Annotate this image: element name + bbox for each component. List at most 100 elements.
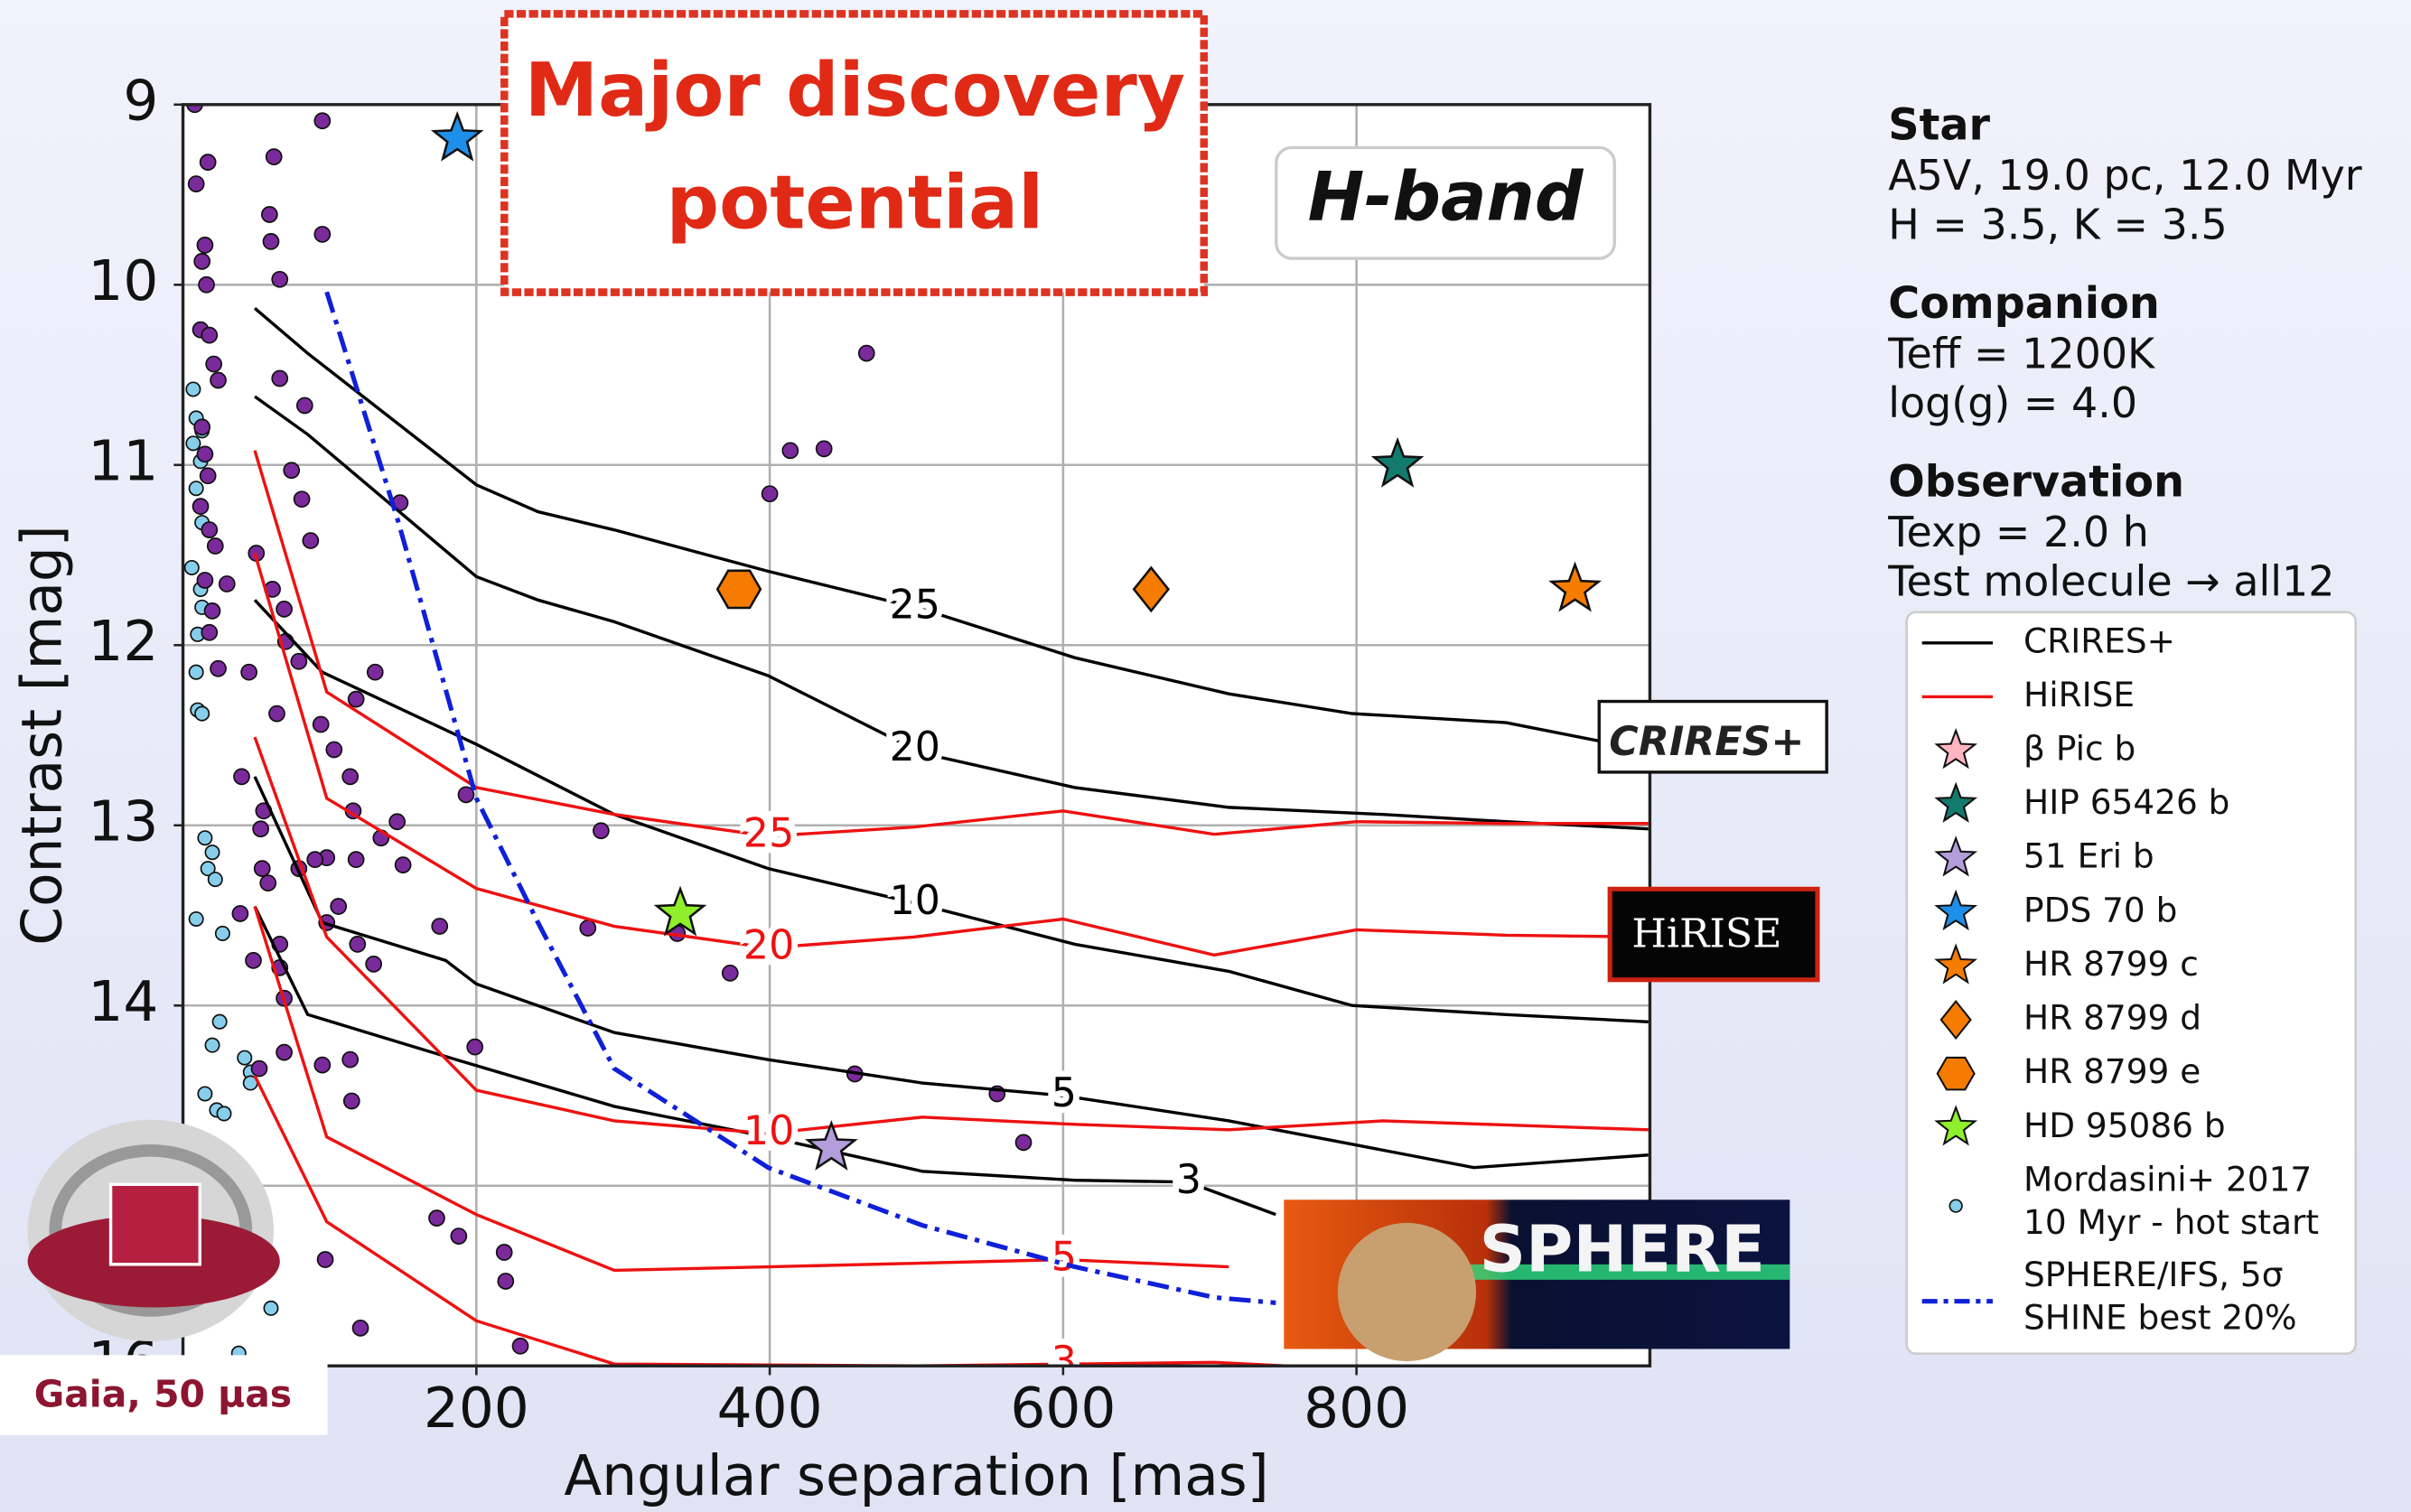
planet-marker <box>653 885 707 937</box>
x-tick-label: 800 <box>1304 1377 1409 1441</box>
population-point <box>815 440 833 458</box>
population-point <box>193 418 211 436</box>
population-point <box>205 355 223 373</box>
population-point <box>245 952 262 969</box>
population-point <box>579 919 597 937</box>
contour-line <box>253 553 1649 957</box>
headline: potential <box>667 160 1043 246</box>
population-point <box>210 371 227 389</box>
population-point <box>188 664 204 680</box>
population-point <box>203 602 221 620</box>
population-point <box>231 905 249 922</box>
contour-line <box>254 395 1649 831</box>
legend-marker <box>1936 1056 1976 1091</box>
population-point <box>197 1086 213 1102</box>
y-tick-label: 14 <box>88 970 158 1034</box>
population-point <box>347 851 365 869</box>
legend-label: SHINE best 20% <box>2023 1298 2297 1338</box>
population-point <box>313 112 332 130</box>
planet-marker <box>1548 561 1603 612</box>
legend-label: CRIRES+ <box>2023 621 2175 660</box>
population-point <box>283 462 301 480</box>
info-line: Teff = 1200K <box>1887 330 2156 378</box>
population-point <box>721 964 739 982</box>
contour-line <box>253 599 1649 1023</box>
legend-label: 51 Eri b <box>2023 836 2154 876</box>
population-point <box>199 154 217 172</box>
population-point <box>198 275 215 294</box>
population-point <box>259 874 277 891</box>
contour-line <box>253 306 1649 746</box>
population-point <box>761 485 779 503</box>
population-point <box>347 690 365 708</box>
contour-label: 10 <box>743 1108 794 1154</box>
legend-label: PDS 70 b <box>2023 890 2177 929</box>
legend-label: HR 8799 c <box>2023 944 2199 984</box>
population-point <box>511 1337 529 1355</box>
population-point <box>204 1037 220 1053</box>
legend-label: HR 8799 e <box>2023 1051 2201 1091</box>
info-heading: Observation <box>1888 457 2184 507</box>
population-point <box>295 397 313 415</box>
legend-marker <box>1934 727 1978 770</box>
contour-line <box>253 905 1276 1217</box>
plot-content: 25 20 10 5 3 25 20 10 5 3 <box>183 104 1649 1367</box>
band-box <box>1275 145 1616 260</box>
logo-text: CRIRES+ <box>1609 719 1804 765</box>
legend-marker <box>1934 835 1978 877</box>
legend: CRIRES+ HiRISE β Pic b HIP 65426 b 51 Eri b P… <box>1921 621 2319 1338</box>
population-point <box>188 481 204 497</box>
planets <box>430 110 1603 1171</box>
population-point <box>185 435 201 452</box>
y-tick-label: 13 <box>88 789 158 854</box>
info-line: Test molecule → all12 <box>1887 557 2334 606</box>
logo-text: SPHERE <box>1480 1211 1765 1286</box>
population-point <box>1014 1134 1033 1152</box>
legend-marker <box>1934 1105 1978 1146</box>
x-tick-label: 400 <box>717 1377 823 1441</box>
planet-marker <box>1370 436 1425 488</box>
population-point <box>201 521 219 538</box>
population-point <box>252 820 269 838</box>
population-point <box>185 381 201 397</box>
population-point <box>201 623 219 641</box>
headline-box <box>500 10 1209 296</box>
legend-label: HD 95086 b <box>2023 1106 2226 1145</box>
population-point <box>192 498 210 516</box>
population-point <box>290 652 308 670</box>
legend-label: HiRISE <box>2023 675 2135 714</box>
info-heading: Companion <box>1888 279 2160 329</box>
planet-marker <box>715 569 762 610</box>
population-point <box>857 344 875 362</box>
x-axis-label: Angular separation [mas] <box>564 1444 1268 1508</box>
population-point <box>187 175 205 192</box>
population-point <box>206 537 224 555</box>
population-point <box>218 575 236 593</box>
population-point <box>342 1092 360 1110</box>
legend-marker <box>1934 889 1978 931</box>
population-point <box>250 1059 268 1078</box>
population-point <box>200 861 216 877</box>
sphere-logo-planet <box>1337 1222 1477 1362</box>
population-point <box>193 252 211 270</box>
population-point <box>188 910 204 928</box>
contour-label: 25 <box>890 582 940 628</box>
population-point <box>365 955 383 973</box>
population-point <box>349 936 367 953</box>
population-point <box>431 918 449 935</box>
population-point <box>276 601 293 618</box>
population-point <box>237 1050 253 1066</box>
population-point <box>428 1209 445 1227</box>
y-tick-label: 10 <box>88 249 158 313</box>
legend-label: HR 8799 d <box>2023 998 2201 1038</box>
crires-logo <box>1597 699 1828 774</box>
gaia-logo <box>27 1119 280 1341</box>
gaia-label: Gaia, 50 μas <box>34 1372 292 1415</box>
info-line: A5V, 19.0 pc, 12.0 Myr <box>1888 151 2362 200</box>
legend-marker <box>1948 1199 1963 1213</box>
contour-label: 3 <box>1176 1157 1201 1203</box>
logo-text: HiRISE <box>1631 911 1781 957</box>
population-point <box>196 445 214 463</box>
band-label: H-band <box>1308 157 1584 237</box>
